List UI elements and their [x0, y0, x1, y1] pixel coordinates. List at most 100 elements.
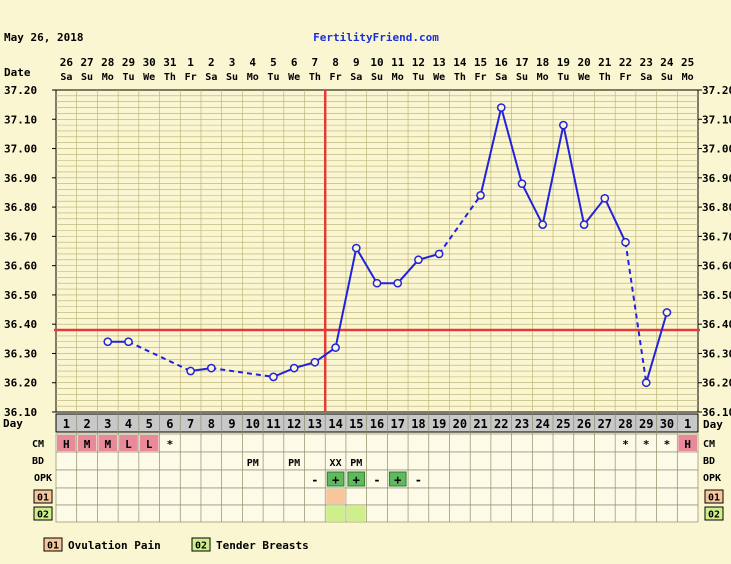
- temp-segment: [562, 124, 586, 225]
- legend-tender-breasts-code: 02: [195, 541, 207, 552]
- date-label: 17: [515, 56, 528, 69]
- custom2-label-box: [33, 506, 53, 521]
- cm-value: M: [104, 438, 111, 451]
- temp-segment: [521, 183, 544, 226]
- cycle-day-label: 26: [577, 417, 591, 431]
- temp-point: [186, 366, 195, 376]
- temp-point: [496, 103, 506, 112]
- temp-point: [476, 191, 485, 200]
- temp-point: [621, 237, 630, 247]
- opk-value: +: [353, 473, 360, 487]
- temp-point: [206, 363, 216, 373]
- y-tick-label: 36.80: [4, 201, 37, 214]
- temp-point: [579, 220, 589, 230]
- cycle-day-label: 3: [104, 417, 111, 431]
- date-label: 15: [474, 56, 487, 69]
- bd-value: PM: [350, 458, 362, 469]
- cm-value: *: [622, 438, 629, 451]
- chart-date: May 26, 2018: [4, 31, 83, 44]
- y-tick-label: 36.70: [4, 230, 37, 243]
- y-tick-label-right: 37.00: [702, 143, 731, 156]
- temp-point: [269, 372, 278, 382]
- legend-ovulation-pain-code-box: [43, 537, 63, 552]
- weekday-label: Tu: [267, 72, 279, 83]
- day-row-label: Day: [3, 417, 23, 430]
- opk-value: +: [394, 473, 401, 487]
- y-tick-label-right: 36.60: [702, 260, 731, 273]
- date-label: 4: [249, 56, 256, 69]
- temperature-points: [103, 103, 672, 388]
- plot-area: [55, 89, 699, 413]
- weekday-label: Sa: [495, 72, 507, 83]
- custom1-cell: [326, 489, 345, 504]
- temp-point: [600, 193, 610, 203]
- temp-point: [434, 249, 444, 259]
- cm-row-label-right: CM: [703, 439, 715, 450]
- date-label: 31: [163, 56, 177, 69]
- y-tick-label-right: 36.90: [702, 172, 731, 185]
- temp-segment: [479, 107, 503, 196]
- cycle-day-label: 12: [287, 417, 301, 431]
- cm-value: M: [84, 438, 91, 451]
- cycle-day-label: 19: [432, 417, 446, 431]
- date-label: 27: [80, 56, 93, 69]
- cm-cell: [139, 435, 159, 451]
- cycle-day-label: 30: [660, 417, 674, 431]
- cycle-day-label: 20: [453, 417, 467, 431]
- cm-cell: [77, 435, 97, 451]
- site-name[interactable]: FertilityFriend.com: [313, 31, 439, 44]
- cm-cell: [119, 435, 138, 451]
- cycle-day-label: 21: [473, 417, 487, 431]
- cycle-day-label: 5: [146, 417, 153, 431]
- weekday-label: Su: [226, 72, 238, 83]
- temp-point: [538, 220, 548, 230]
- y-tick-label: 36.40: [4, 318, 37, 331]
- cycle-day-label: 14: [328, 417, 342, 431]
- weekday-label: Su: [661, 72, 673, 83]
- temp-segment-dashed: [211, 367, 274, 378]
- weekday-label: Th: [599, 72, 611, 83]
- y-tick-label: 37.20: [4, 84, 37, 97]
- opk-row-label-right: OPK: [703, 473, 721, 484]
- temp-point: [641, 378, 651, 388]
- weekday-label: Sa: [640, 72, 652, 83]
- chart-rows: [55, 413, 699, 523]
- date-label: 18: [536, 56, 549, 69]
- cm-value: H: [684, 438, 691, 451]
- cycle-day-label: 24: [535, 417, 549, 431]
- cycle-day-label: 7: [187, 417, 194, 431]
- temp-segment: [500, 107, 523, 184]
- custom1-label: 01: [37, 493, 49, 504]
- temp-point: [662, 308, 672, 317]
- weekday-label: Th: [164, 72, 176, 83]
- temp-segment: [583, 197, 606, 226]
- temp-point: [124, 337, 133, 347]
- y-tick-label-right: 37.20: [702, 84, 731, 97]
- plot-grid: [52, 89, 702, 413]
- temp-point: [289, 363, 299, 373]
- cm-value: *: [167, 438, 174, 451]
- custom1-label-right-box: [704, 489, 724, 504]
- day-row-label-right: Day: [703, 418, 723, 431]
- weekday-label: Mo: [247, 72, 259, 83]
- temp-segment-dashed: [438, 194, 482, 255]
- y-tick-label-right: 36.40: [702, 318, 731, 331]
- legend-ovulation-pain-label: Ovulation Pain: [68, 539, 161, 552]
- date-label: 3: [229, 56, 236, 69]
- cm-value: H: [63, 438, 70, 451]
- date-label: 1: [187, 56, 194, 69]
- cycle-day-label: 18: [411, 417, 425, 431]
- legend-tender-breasts-label: Tender Breasts: [216, 539, 309, 552]
- weekday-label: Tu: [557, 72, 569, 83]
- cycle-day-label: 23: [515, 417, 529, 431]
- weekday-label: Mo: [537, 72, 549, 83]
- date-label: 2: [208, 56, 215, 69]
- temp-segment: [603, 197, 627, 243]
- weekday-label: We: [578, 72, 590, 83]
- weekday-label: Fr: [330, 72, 342, 83]
- date-label: 5: [270, 56, 277, 69]
- opk-value: -: [311, 473, 318, 487]
- date-label: 8: [332, 56, 339, 69]
- day-row: [55, 413, 699, 433]
- weekday-label: Su: [371, 72, 383, 83]
